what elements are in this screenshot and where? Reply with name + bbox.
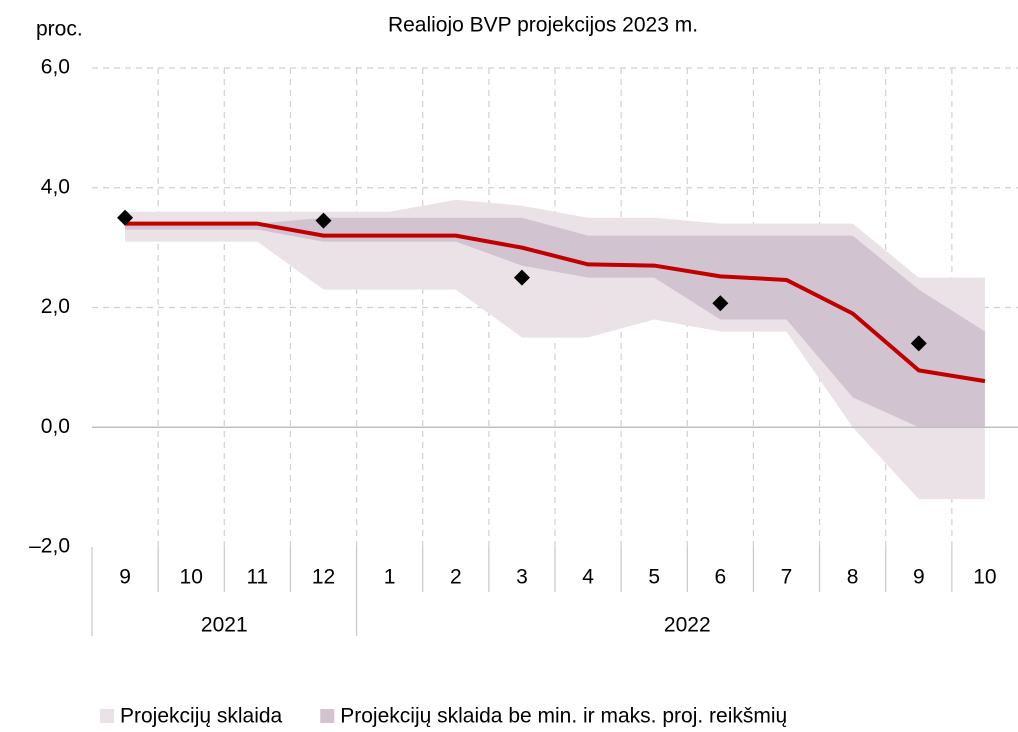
group-label: 2021	[201, 614, 248, 637]
y-tick-label: 4,0	[41, 175, 70, 198]
x-tick-label: 9	[913, 566, 925, 589]
x-tick-label: 10	[180, 566, 203, 589]
legend-swatch	[100, 709, 114, 723]
x-tick-label: 8	[847, 566, 859, 589]
legend-label: Projekcijų sklaida be min. ir maks. proj…	[340, 705, 787, 728]
x-tick-label: 2	[450, 566, 462, 589]
range-band	[125, 217, 985, 428]
legend-label: Projekcijų sklaida	[120, 705, 283, 728]
y-tick-label: 6,0	[41, 56, 70, 79]
y-tick-label: –2,0	[29, 535, 70, 558]
chart-title: Realiojo BVP projekcijos 2023 m.	[388, 14, 698, 37]
x-tick-label: 11	[246, 566, 268, 589]
x-tick-label: 1	[384, 566, 396, 589]
x-tick-label: 10	[973, 566, 996, 589]
group-label: 2022	[664, 614, 711, 637]
x-tick-label: 9	[119, 566, 131, 589]
x-tick-label: 4	[582, 566, 594, 589]
x-tick-label: 5	[648, 566, 660, 589]
x-tick-label: 12	[312, 566, 335, 589]
x-tick-label: 6	[715, 566, 727, 589]
y-tick-label: 0,0	[41, 415, 70, 438]
point-marker	[910, 335, 927, 352]
legend-swatch	[320, 709, 335, 723]
point-marker	[513, 269, 530, 286]
y-tick-label: 2,0	[41, 295, 70, 318]
point-marker	[117, 209, 134, 226]
point-marker	[712, 295, 729, 312]
median-line	[125, 221, 986, 384]
y-axis-label: proc.	[36, 18, 83, 41]
point-marker	[315, 212, 332, 229]
x-tick-label: 7	[781, 566, 793, 589]
x-tick-label: 3	[516, 566, 528, 589]
